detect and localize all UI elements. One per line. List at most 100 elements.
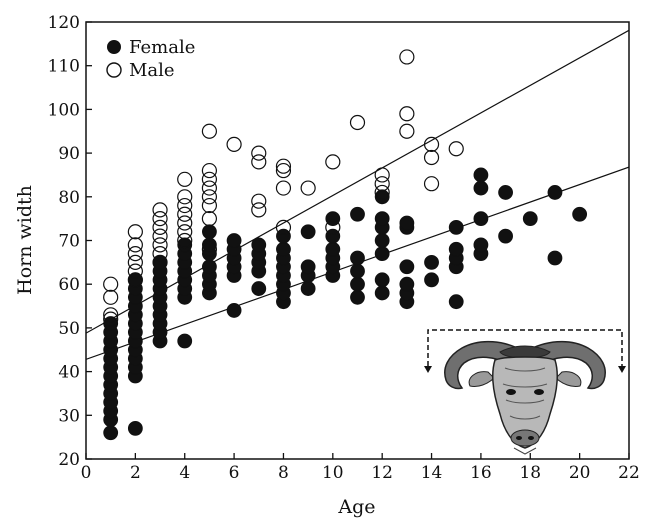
trend-line-male [86,29,629,334]
point-female [300,281,316,296]
y-tick-label: 80 [58,188,80,208]
point-female [374,246,390,262]
legend-male-label: Male [129,60,175,81]
legend-female-label: Female [129,37,195,58]
point-female [325,241,341,257]
point-male [103,311,119,327]
y-tick-label: 90 [58,144,80,164]
point-female [522,211,538,227]
y-tick-label: 110 [48,57,80,77]
point-male [127,272,143,288]
legend-female-marker [107,40,121,54]
legend-male-marker [106,62,122,78]
y-tick-label: 40 [58,363,80,383]
point-female [498,185,513,200]
point-male [399,106,415,122]
point-male [127,237,143,253]
point-female [251,281,267,296]
x-tick-label: 8 [278,463,289,483]
point-female [251,237,267,253]
point-female [177,237,193,253]
point-male [201,189,218,205]
point-female [473,237,489,253]
point-female [473,180,489,196]
point-male [201,180,218,196]
point-female [399,259,415,275]
point-female [202,224,217,240]
point-male [152,254,168,270]
point-male [127,254,143,270]
point-male [325,219,341,235]
x-tick-label: 18 [519,463,541,483]
point-female [399,276,415,292]
y-tick-label: 70 [58,232,80,252]
point-male [325,154,341,170]
point-female [572,206,588,222]
point-male [423,176,440,192]
point-female [276,228,291,244]
point-male [127,263,143,279]
point-female [325,211,341,227]
point-male [177,232,193,249]
point-male [251,193,267,209]
point-male [201,211,218,227]
x-tick-label: 0 [81,463,92,483]
point-male [399,49,415,65]
y-tick-label: 30 [58,406,80,426]
point-female [103,425,119,441]
point-male [251,154,267,170]
y-tick-label: 20 [58,450,80,470]
x-tick-label: 2 [130,463,141,483]
x-tick-label: 16 [470,463,492,483]
point-female [448,219,464,235]
point-male [399,123,415,139]
point-male [152,246,168,262]
point-female [424,272,439,288]
y-tick-label: 120 [48,13,80,33]
point-male [127,224,143,240]
point-female [498,228,513,244]
point-male [349,114,366,131]
point-female [374,189,390,205]
point-male [201,123,218,139]
point-male [423,149,440,166]
point-male [103,276,119,292]
point-male [152,211,168,227]
point-male [103,307,119,323]
point-female [374,211,390,227]
point-female [399,215,415,231]
x-tick-label: 12 [371,463,393,483]
point-female [448,241,464,257]
point-male [152,237,168,253]
y-tick-label: 50 [58,319,80,339]
point-female [473,211,489,227]
point-male [177,197,193,214]
x-tick-label: 22 [618,463,640,483]
y-tick-label: 60 [58,275,80,295]
point-female [300,224,316,240]
x-axis-title: Age [337,496,375,518]
point-female [350,289,365,305]
point-male [374,167,390,183]
point-female [350,206,365,222]
point-male [177,189,193,205]
point-male [152,219,168,235]
point-female [350,263,365,279]
point-male [177,206,193,222]
point-female [300,259,316,275]
x-tick-label: 20 [569,463,591,483]
point-female [547,250,563,266]
point-male [448,141,464,157]
point-male [275,219,292,235]
x-tick-label: 6 [229,463,240,483]
point-male [275,158,292,174]
point-female [547,185,563,200]
point-male [103,289,119,305]
point-female [127,421,143,436]
point-female [103,316,119,331]
point-female [325,228,341,244]
x-tick-label: 14 [421,463,443,483]
point-female [177,333,193,349]
x-axis-ticks: 0 2 4 6 8 10 12 14 16 18 20 22 [81,453,640,483]
